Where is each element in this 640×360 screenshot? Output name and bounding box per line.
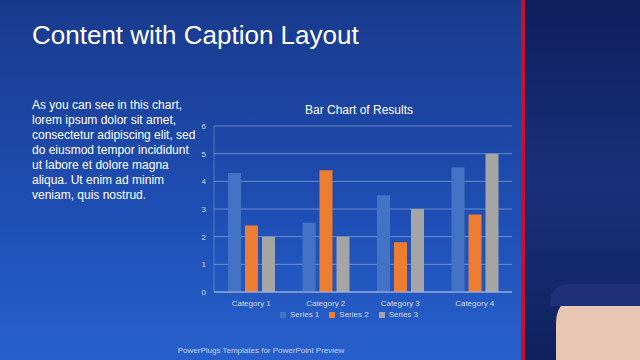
svg-text:2: 2 xyxy=(202,233,207,242)
svg-text:Category 1: Category 1 xyxy=(232,299,272,308)
svg-text:Category 3: Category 3 xyxy=(381,299,421,308)
svg-text:0: 0 xyxy=(202,288,207,297)
html-text:Series 1: Series 1 xyxy=(290,310,320,319)
html-text:Series 3: Series 3 xyxy=(388,310,418,319)
html-text:As you can see in this chart,: As you can see in this chart, lorem ipsu… xyxy=(32,98,196,202)
html-text:Series 2: Series 2 xyxy=(339,310,369,319)
svg-text:6: 6 xyxy=(202,122,207,131)
svg-text:Category 2: Category 2 xyxy=(306,299,346,308)
svg-text:5: 5 xyxy=(202,150,207,159)
svg-text:Category 4: Category 4 xyxy=(455,299,495,308)
html-text:PowerPlugs Templates for Power: PowerPlugs Templates for PowerPoint Prev… xyxy=(177,346,345,355)
svg-text:4: 4 xyxy=(202,177,207,186)
svg-text:1: 1 xyxy=(202,260,207,269)
html-text:Bar Chart of Results: Bar Chart of Results xyxy=(305,103,413,117)
svg-text:3: 3 xyxy=(202,205,207,214)
html-text:Content with Caption Layout: Content with Caption Layout xyxy=(32,20,359,50)
